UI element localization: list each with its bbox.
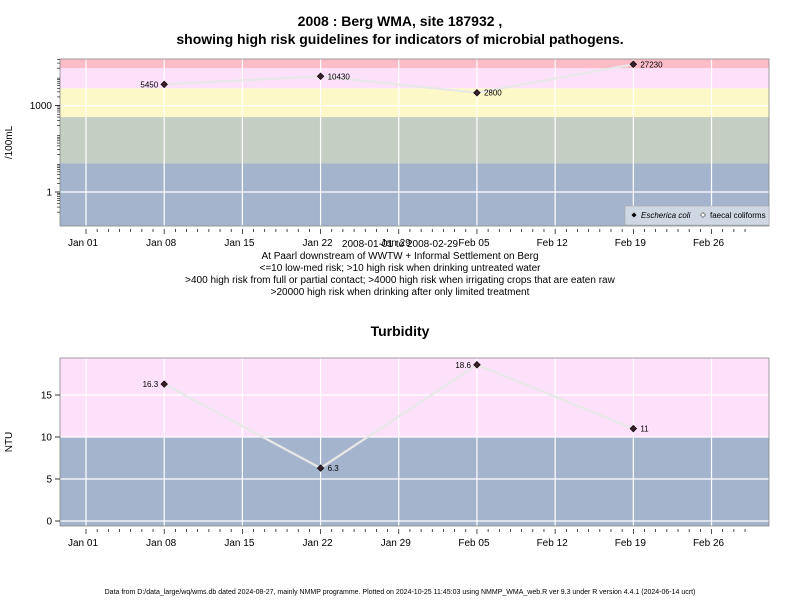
data-label: 16.3 bbox=[143, 380, 159, 389]
x-tick-label: Feb 12 bbox=[537, 238, 569, 249]
x-tick-label: Feb 26 bbox=[693, 538, 725, 549]
plot-frame bbox=[59, 357, 770, 527]
legend: Escherica coli faecal coliforms bbox=[624, 205, 770, 226]
x-tick-label: Feb 19 bbox=[615, 238, 647, 249]
data-label: 27230 bbox=[640, 60, 663, 69]
note-risk-drinking: <=10 low-med risk; >10 high risk when dr… bbox=[259, 263, 541, 274]
risk-band-2 bbox=[60, 88, 769, 118]
data-label: 2800 bbox=[484, 89, 502, 98]
data-point bbox=[629, 60, 638, 68]
data-label: 6.3 bbox=[328, 464, 340, 473]
data-point bbox=[473, 361, 481, 369]
footer-note: Data from D:/data_large/wq/wms.db dated … bbox=[104, 589, 696, 596]
legend-marker-fc bbox=[700, 212, 706, 218]
y-tick-label: 10 bbox=[41, 433, 53, 444]
plot-frame bbox=[59, 58, 770, 227]
x-tick-label: Feb 05 bbox=[458, 538, 490, 549]
note-date-range: 2008-01-01 to 2008-02-29 bbox=[341, 239, 459, 250]
note-risk-contact: >400 high risk from full or partial cont… bbox=[185, 275, 615, 286]
data-point bbox=[629, 424, 638, 433]
risk-band-1 bbox=[60, 358, 769, 437]
x-tick-label: Jan 22 bbox=[303, 238, 333, 249]
legend-box bbox=[624, 205, 770, 226]
data-label: 18.6 bbox=[455, 361, 471, 370]
series-line bbox=[164, 63, 634, 94]
x-tick-label: Feb 05 bbox=[458, 238, 490, 249]
data-label: 11 bbox=[640, 425, 649, 434]
data-label: 10430 bbox=[328, 72, 351, 81]
data-point bbox=[473, 88, 481, 97]
chart-subtitle: showing high risk guidelines for indicat… bbox=[176, 31, 624, 47]
turbidity-chart-title: Turbidity bbox=[370, 323, 430, 339]
risk-band-3 bbox=[60, 68, 769, 89]
legend-marker-ecoli bbox=[631, 212, 637, 218]
x-tick-label: Jan 22 bbox=[303, 538, 333, 549]
x-tick-label: Jan 08 bbox=[146, 538, 176, 549]
note-risk-treatment: >20000 high risk when drinking after onl… bbox=[270, 287, 530, 298]
x-tick-label: Feb 12 bbox=[537, 538, 569, 549]
legend-label-ecoli: Escherica coli bbox=[641, 211, 691, 220]
y-axis-title: NTU bbox=[4, 432, 15, 453]
y-tick-label: 0 bbox=[46, 517, 52, 528]
data-point bbox=[316, 464, 325, 472]
y-axis-title: /100mL bbox=[4, 125, 15, 159]
risk-band-4 bbox=[60, 59, 769, 69]
x-tick-label: Jan 08 bbox=[146, 238, 176, 249]
x-tick-label: Feb 19 bbox=[615, 538, 647, 549]
x-tick-label: Jan 01 bbox=[68, 538, 98, 549]
x-tick-label: Jan 15 bbox=[224, 538, 254, 549]
x-tick-label: Jan 29 bbox=[381, 538, 411, 549]
chart-title: 2008 : Berg WMA, site 187932 , bbox=[297, 13, 503, 29]
x-tick-label: Jan 29 bbox=[381, 238, 411, 249]
x-tick-label: Feb 26 bbox=[693, 238, 725, 249]
risk-band-0 bbox=[60, 437, 769, 526]
y-tick-label: 1 bbox=[46, 188, 52, 199]
note-site: At Paarl downstream of WWTW + Informal S… bbox=[261, 251, 539, 262]
data-point bbox=[160, 380, 168, 388]
y-tick-label: 15 bbox=[41, 391, 53, 402]
legend-label-fc: faecal coliforms bbox=[710, 211, 766, 220]
data-label: 5450 bbox=[140, 80, 158, 89]
data-point bbox=[316, 72, 325, 80]
x-tick-label: Jan 15 bbox=[224, 238, 254, 249]
y-tick-label: 1000 bbox=[30, 101, 53, 112]
series-line bbox=[163, 363, 634, 470]
y-tick-label: 5 bbox=[46, 475, 52, 486]
data-point bbox=[160, 80, 168, 89]
x-tick-label: Jan 01 bbox=[68, 238, 98, 249]
risk-band-1 bbox=[60, 117, 769, 164]
